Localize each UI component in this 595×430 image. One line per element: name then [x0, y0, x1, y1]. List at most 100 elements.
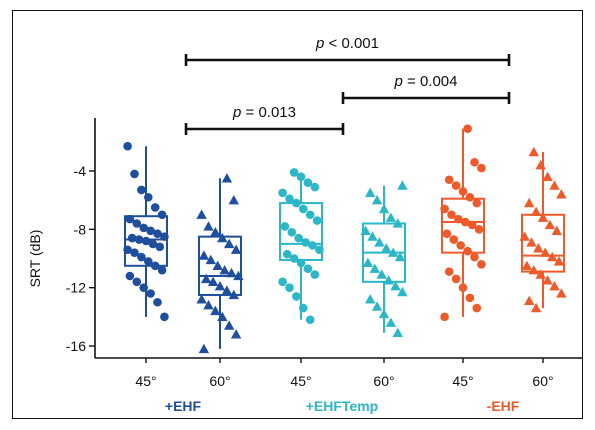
data-point: [219, 264, 230, 275]
data-point: [472, 198, 482, 208]
significance-label: p < 0.001: [315, 35, 379, 52]
y-tick-label: -12: [66, 280, 86, 296]
data-point: [137, 252, 146, 262]
data-point: [378, 308, 390, 319]
data-point: [394, 251, 406, 262]
data-point: [294, 233, 304, 243]
data-point: [392, 218, 403, 228]
x-tick-label: 60°: [373, 373, 394, 389]
data-point: [465, 192, 475, 202]
data-point: [127, 233, 137, 243]
data-point: [519, 231, 530, 241]
data-point: [535, 269, 546, 279]
data-point: [233, 270, 244, 281]
data-point: [454, 214, 463, 224]
data-point: [549, 180, 560, 190]
data-point: [228, 289, 239, 300]
data-point: [144, 257, 153, 266]
data-point: [146, 289, 155, 298]
data-point: [212, 260, 223, 270]
data-point: [230, 329, 242, 339]
data-point: [207, 276, 219, 286]
data-point: [292, 198, 301, 208]
data-point: [160, 312, 169, 322]
data-point: [385, 317, 397, 327]
data-point: [444, 175, 454, 185]
data-point: [132, 277, 142, 287]
data-point: [280, 222, 290, 231]
data-point: [228, 194, 239, 205]
data-point: [397, 286, 408, 297]
data-point: [472, 303, 482, 313]
data-point: [196, 209, 207, 219]
data-point: [442, 229, 452, 239]
x-tick-label: 45°: [452, 373, 473, 389]
data-point: [470, 157, 479, 167]
data-point: [144, 192, 153, 202]
data-point: [440, 204, 449, 214]
data-point: [381, 243, 392, 253]
data-point: [553, 256, 565, 266]
data-point: [371, 301, 383, 311]
data-point: [463, 124, 472, 134]
data-point: [385, 212, 397, 222]
data-point: [524, 295, 535, 305]
data-point: [530, 302, 542, 313]
data-point: [365, 187, 376, 198]
data-point: [378, 203, 390, 214]
data-point: [203, 299, 214, 310]
data-point: [226, 267, 237, 278]
x-tick-label: 45°: [135, 373, 156, 389]
data-point: [289, 168, 299, 177]
data-point: [310, 270, 320, 279]
data-point: [535, 159, 546, 170]
data-point: [146, 226, 155, 236]
data-point: [477, 163, 486, 173]
data-point: [461, 217, 470, 227]
data-point: [292, 292, 301, 301]
data-point: [139, 283, 148, 292]
data-point: [299, 204, 308, 214]
data-point: [556, 189, 567, 199]
data-point: [551, 225, 562, 235]
data-point: [463, 246, 472, 256]
data-point: [160, 232, 169, 241]
data-point: [134, 235, 144, 244]
data-point: [301, 238, 310, 247]
data-point: [369, 263, 380, 273]
data-point: [537, 212, 549, 222]
data-point: [299, 303, 308, 313]
data-point: [148, 239, 158, 249]
data-point: [305, 315, 315, 325]
data-point: [458, 283, 468, 292]
y-tick-label: -8: [74, 221, 87, 237]
data-point: [524, 197, 535, 208]
data-point: [224, 320, 235, 330]
data-point: [365, 294, 376, 304]
data-point: [296, 258, 306, 268]
data-point: [278, 277, 287, 287]
data-point: [224, 238, 235, 249]
x-tick-label: 60°: [532, 373, 553, 389]
data-point: [296, 172, 306, 182]
data-point: [285, 194, 294, 204]
data-point: [153, 229, 162, 239]
data-point: [547, 251, 558, 262]
data-point: [217, 232, 228, 243]
significance-label: p = 0.013: [232, 104, 296, 121]
x-tick-label: 60°: [209, 373, 230, 389]
data-point: [303, 264, 313, 274]
y-tick-label: -4: [74, 163, 87, 179]
data-point: [467, 220, 477, 230]
data-point: [556, 288, 567, 298]
data-point: [210, 227, 221, 237]
data-point: [315, 245, 324, 255]
data-point: [130, 169, 139, 179]
data-point: [214, 281, 226, 291]
data-point: [528, 264, 539, 275]
data-point: [371, 194, 383, 205]
data-point: [440, 312, 449, 322]
data-point: [474, 225, 484, 234]
data-point: [123, 245, 132, 255]
